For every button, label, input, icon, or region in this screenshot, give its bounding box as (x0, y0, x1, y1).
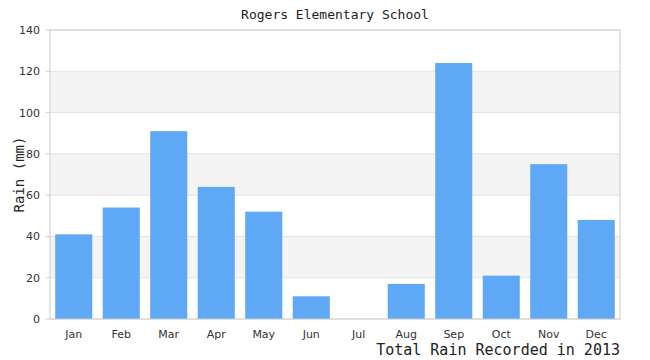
bar (245, 212, 282, 319)
bar (435, 63, 472, 319)
chart-container: 0 20 40 60 80 100 120 140 Jan Feb Mar Apr May Jun Jul A… (0, 0, 650, 360)
x-tick-label: Jan (64, 328, 82, 341)
y-tick-label: 80 (26, 148, 40, 161)
y-tick-label: 40 (26, 230, 40, 243)
y-tick (46, 236, 50, 237)
y-tick (46, 112, 50, 113)
y-tick (46, 71, 50, 72)
bar (198, 187, 235, 319)
x-axis-label: Total Rain Recorded in 2013 (376, 341, 620, 359)
y-tick (46, 30, 50, 31)
x-tick-label: Jul (351, 328, 365, 341)
y-tick-label: 120 (19, 65, 40, 78)
plot-background (50, 30, 620, 319)
title: Rogers Elementary School (241, 7, 429, 22)
y-tick-label: 100 (19, 107, 40, 120)
bar (483, 276, 520, 319)
bar (530, 164, 567, 319)
y-tick-label: 140 (19, 24, 40, 37)
chart-svg: 0 20 40 60 80 100 120 140 Jan Feb Mar Apr May Jun Jul A… (0, 0, 650, 360)
y-tick (46, 195, 50, 196)
x-tick-label: Feb (112, 328, 131, 341)
x-tick-label: Aug (396, 328, 417, 341)
grid-band (50, 71, 620, 112)
bar (55, 234, 92, 319)
plot-frame (50, 30, 620, 319)
bars (55, 63, 615, 319)
y-tick-label: 0 (33, 313, 40, 326)
bar (150, 131, 187, 319)
y-axis-label: Rain (mm) (11, 137, 27, 213)
y-tick (46, 319, 50, 320)
y-tick-label: 20 (26, 272, 40, 285)
grid-line (50, 71, 620, 72)
x-tick-label: Nov (538, 328, 560, 341)
y-tick (46, 277, 50, 278)
x-tick-label: Dec (586, 328, 607, 341)
grid-line (50, 153, 620, 154)
y-tick (46, 153, 50, 154)
bar (103, 208, 140, 319)
x-tick-label: Jun (302, 328, 320, 341)
x-tick-label: Apr (207, 328, 227, 341)
x-tick-label: Sep (443, 328, 464, 341)
y-tick-label: 60 (26, 189, 40, 202)
x-tick-label: Mar (158, 328, 179, 341)
x-tick-label: May (252, 328, 275, 341)
bar (388, 284, 425, 319)
bar (578, 220, 615, 319)
x-tick-label: Oct (492, 328, 512, 341)
grid-line (50, 112, 620, 113)
bar (293, 296, 330, 319)
